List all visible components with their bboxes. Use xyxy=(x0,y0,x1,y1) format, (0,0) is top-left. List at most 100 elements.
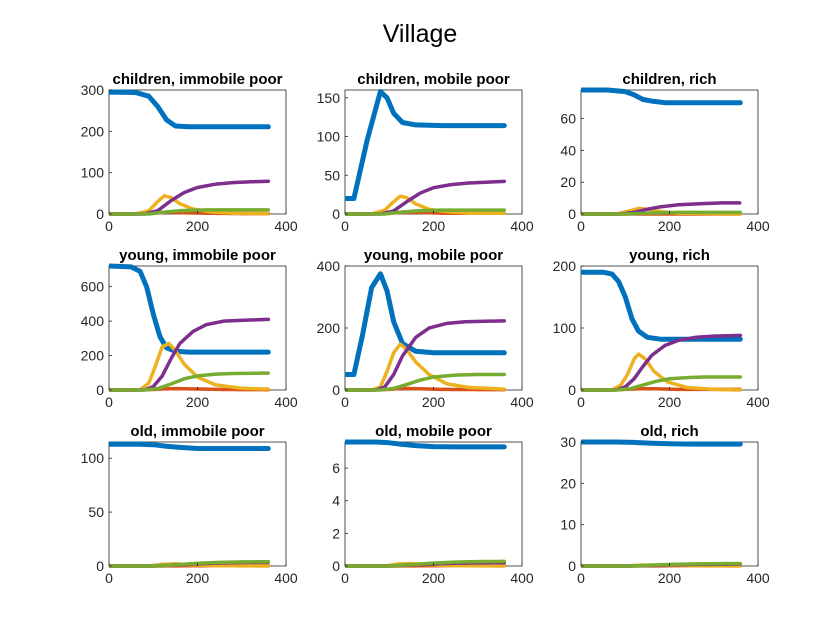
axes-box xyxy=(344,441,523,567)
series-line-blue xyxy=(345,271,507,377)
x-tick-label: 0 xyxy=(105,570,113,586)
subplot-title: young, mobile poor xyxy=(364,247,503,264)
x-tick-label: 400 xyxy=(746,218,770,234)
y-tick-label: 0 xyxy=(332,382,340,398)
series-group xyxy=(109,89,271,216)
axes-box xyxy=(580,441,759,567)
subplot-panel: old, immobile poor 0 200 400 0 50 100 xyxy=(81,423,298,586)
x-tick-label: 200 xyxy=(422,218,446,234)
axes-box xyxy=(108,89,287,215)
series-group xyxy=(581,439,743,568)
x-tick-label: 200 xyxy=(186,394,210,410)
x-tick-label: 400 xyxy=(274,570,298,586)
subplot-title: children, immobile poor xyxy=(112,71,282,88)
y-tick-label: 0 xyxy=(332,558,340,574)
y-tick-label: 200 xyxy=(81,123,105,139)
y-tick-label: 40 xyxy=(560,142,576,158)
series-line-green xyxy=(345,208,507,216)
subplot-panel: old, mobile poor 0 200 400 0 2 4 6 xyxy=(332,423,534,586)
series-line-blue xyxy=(109,263,271,355)
subplot-title: young, rich xyxy=(629,247,710,264)
y-tick-label: 100 xyxy=(317,129,341,145)
y-tick-label: 50 xyxy=(324,167,340,183)
subplot-panel: old, rich 0 200 400 0 10 20 30 xyxy=(560,423,769,586)
x-tick-label: 400 xyxy=(510,394,534,410)
y-tick-label: 200 xyxy=(81,348,105,364)
x-tick-label: 400 xyxy=(274,394,298,410)
series-line-green xyxy=(581,375,743,392)
subplot-panel: young, immobile poor 0 200 400 0 200 400 600 xyxy=(81,247,298,410)
subplot-panel: young, rich 0 200 400 0 100 200 xyxy=(553,247,770,410)
series-line-blue xyxy=(345,89,507,201)
subplot-panel: children, immobile poor 0 200 400 0 100 200 300 xyxy=(81,71,298,234)
y-tick-label: 0 xyxy=(568,206,576,222)
series-line-yellow xyxy=(581,352,743,392)
series-line-green xyxy=(581,210,743,216)
subplot-title: old, mobile poor xyxy=(375,423,492,440)
x-tick-label: 200 xyxy=(186,218,210,234)
y-tick-label: 6 xyxy=(332,460,340,476)
y-tick-label: 100 xyxy=(553,320,577,336)
x-tick-label: 0 xyxy=(577,218,585,234)
y-tick-label: 0 xyxy=(332,206,340,222)
subplot-panel: children, rich 0 200 400 0 20 40 60 xyxy=(560,71,769,234)
x-tick-label: 0 xyxy=(341,218,349,234)
x-tick-label: 0 xyxy=(105,394,113,410)
y-tick-label: 20 xyxy=(560,174,576,190)
series-line-yellow xyxy=(109,194,271,216)
subplot-title: old, immobile poor xyxy=(130,423,264,440)
y-tick-label: 600 xyxy=(81,279,105,295)
y-tick-label: 200 xyxy=(553,258,577,274)
figure-title: Village xyxy=(383,20,458,48)
x-tick-label: 400 xyxy=(746,570,770,586)
y-tick-label: 0 xyxy=(96,206,104,222)
axes-box xyxy=(580,265,759,391)
subplot-title: old, rich xyxy=(640,423,698,440)
series-line-yellow xyxy=(109,341,271,392)
y-tick-label: 100 xyxy=(81,450,105,466)
axes-box xyxy=(344,89,523,215)
y-tick-label: 150 xyxy=(317,90,341,106)
series-group xyxy=(109,263,271,392)
subplot-title: children, rich xyxy=(622,71,716,88)
series-line-blue xyxy=(581,439,743,447)
y-tick-label: 0 xyxy=(96,382,104,398)
series-line-blue xyxy=(581,87,743,106)
x-tick-label: 200 xyxy=(658,570,682,586)
series-line-purple xyxy=(345,319,507,392)
subplot-title: children, mobile poor xyxy=(357,71,510,88)
x-tick-label: 200 xyxy=(658,394,682,410)
x-tick-label: 400 xyxy=(274,218,298,234)
series-line-blue xyxy=(109,89,271,130)
x-tick-label: 0 xyxy=(341,570,349,586)
series-line-green xyxy=(109,208,271,216)
y-tick-label: 60 xyxy=(560,111,576,127)
x-tick-label: 200 xyxy=(422,570,446,586)
x-tick-label: 400 xyxy=(746,394,770,410)
series-line-blue xyxy=(345,439,507,450)
x-tick-label: 200 xyxy=(422,394,446,410)
series-line-blue xyxy=(581,269,743,342)
x-tick-label: 400 xyxy=(510,570,534,586)
series-group xyxy=(345,439,507,568)
y-tick-label: 2 xyxy=(332,525,340,541)
y-tick-label: 100 xyxy=(81,165,105,181)
axes-box xyxy=(580,89,759,215)
x-tick-label: 200 xyxy=(186,570,210,586)
axes-box xyxy=(108,441,287,567)
y-tick-label: 30 xyxy=(560,434,576,450)
y-tick-label: 400 xyxy=(317,258,341,274)
series-line-yellow xyxy=(345,194,507,216)
x-tick-label: 0 xyxy=(577,394,585,410)
y-tick-label: 50 xyxy=(88,504,104,520)
y-tick-label: 4 xyxy=(332,493,340,509)
y-tick-label: 300 xyxy=(81,82,105,98)
series-line-blue xyxy=(109,441,271,451)
subplot-title: young, immobile poor xyxy=(119,247,276,264)
x-tick-label: 0 xyxy=(341,394,349,410)
series-line-green xyxy=(345,372,507,392)
x-tick-label: 0 xyxy=(105,218,113,234)
y-tick-label: 0 xyxy=(568,382,576,398)
series-group xyxy=(581,87,743,216)
